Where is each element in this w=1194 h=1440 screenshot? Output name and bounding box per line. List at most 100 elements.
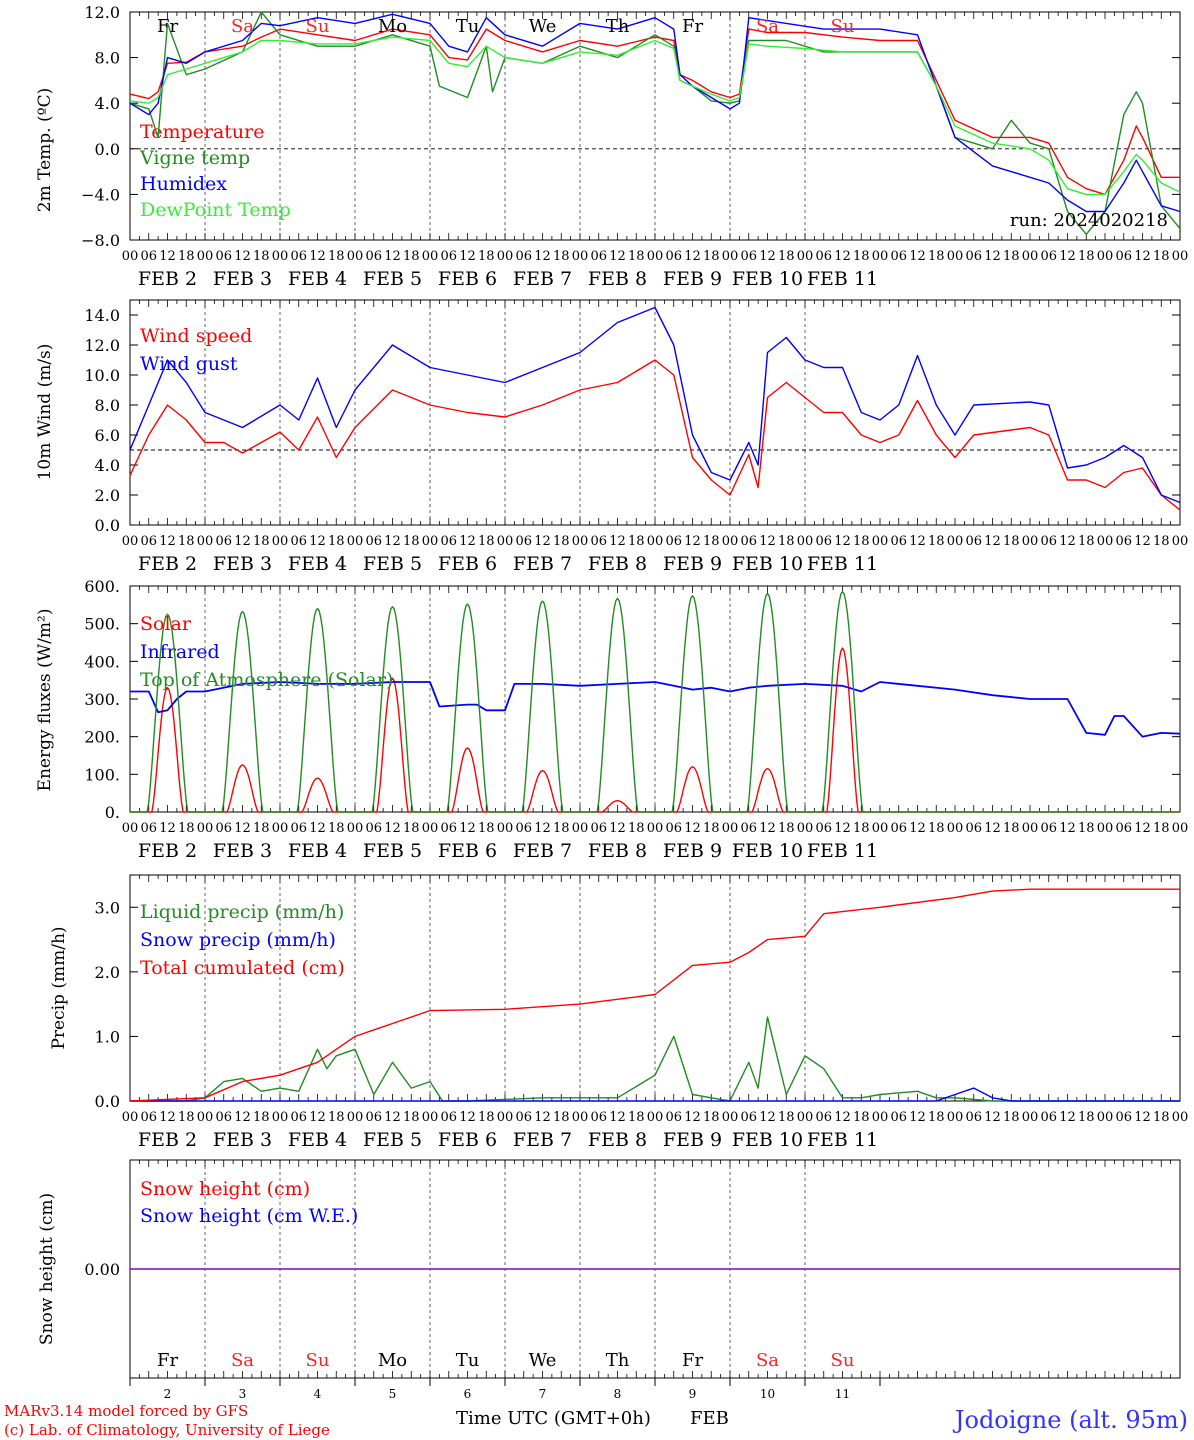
hour-label: 00 xyxy=(797,534,814,549)
hour-label: 18 xyxy=(403,821,420,836)
date-label: FEB 8 xyxy=(588,553,647,575)
hour-label: 06 xyxy=(815,534,832,549)
legend-label: Liquid precip (mm/h) xyxy=(140,901,344,923)
legend-label: Wind gust xyxy=(140,353,238,375)
y-tick-label: 8.0 xyxy=(95,396,120,415)
hour-label: 06 xyxy=(1115,534,1132,549)
hour-label: 06 xyxy=(365,249,382,264)
hour-label: 06 xyxy=(290,1110,307,1125)
hour-label: 06 xyxy=(440,821,457,836)
day-name: Fr xyxy=(682,16,703,37)
hour-label: 06 xyxy=(515,249,532,264)
legend-label: Total cumulated (cm) xyxy=(140,957,345,979)
date-label: FEB 8 xyxy=(588,268,647,290)
hour-label: 12 xyxy=(1059,821,1076,836)
hour-label: 00 xyxy=(722,249,739,264)
hour-label: 12 xyxy=(759,249,776,264)
y-axis-label: Energy fluxes (W/m²) xyxy=(35,609,55,792)
hour-label: 12 xyxy=(1134,1110,1151,1125)
date-label: FEB 11 xyxy=(807,840,878,862)
date-label: FEB 3 xyxy=(213,268,272,290)
hour-label: 06 xyxy=(1040,249,1057,264)
hour-label: 12 xyxy=(309,821,326,836)
day-name: Th xyxy=(606,1350,630,1371)
hour-label: 00 xyxy=(872,249,889,264)
y-tick-label: 300. xyxy=(84,690,120,709)
hour-label: 06 xyxy=(965,821,982,836)
hour-label: 18 xyxy=(853,249,870,264)
hour-label: 18 xyxy=(928,249,945,264)
hour-label: 12 xyxy=(984,249,1001,264)
footer-credit: (c) Lab. of Climatology, University of L… xyxy=(4,1421,330,1439)
hour-label: 12 xyxy=(1059,249,1076,264)
hour-label: 12 xyxy=(159,249,176,264)
hour-label: 18 xyxy=(328,1110,345,1125)
hour-label: 06 xyxy=(515,821,532,836)
y-axis-label: 2m Temp. (ºC) xyxy=(35,88,55,213)
hour-label: 06 xyxy=(1115,1110,1132,1125)
hour-label: 00 xyxy=(1097,821,1114,836)
hour-label: 18 xyxy=(703,821,720,836)
hour-label: 18 xyxy=(628,534,645,549)
date-label: FEB 7 xyxy=(513,840,572,862)
y-tick-label: 12.0 xyxy=(84,3,120,22)
hour-label: 00 xyxy=(722,534,739,549)
date-label: FEB 9 xyxy=(663,840,722,862)
hour-label: 06 xyxy=(890,249,907,264)
hour-label: 18 xyxy=(1153,821,1170,836)
series-line xyxy=(130,590,1180,813)
hour-label: 18 xyxy=(928,821,945,836)
hour-label: 12 xyxy=(909,249,926,264)
hour-label: 12 xyxy=(459,821,476,836)
series-line xyxy=(129,888,1180,1102)
hour-label: 06 xyxy=(215,1110,232,1125)
hour-label: 00 xyxy=(1022,821,1039,836)
footer-model: MARv3.14 model forced by GFS xyxy=(4,1402,248,1420)
hour-label: 00 xyxy=(1172,534,1189,549)
hour-label: 12 xyxy=(609,249,626,264)
hour-label: 12 xyxy=(459,534,476,549)
hour-label: 06 xyxy=(965,249,982,264)
date-label: FEB 4 xyxy=(288,840,347,862)
hour-label: 06 xyxy=(665,821,682,836)
hour-label: 06 xyxy=(815,821,832,836)
hour-label: 06 xyxy=(1115,821,1132,836)
y-tick-label: 1.0 xyxy=(95,1027,120,1046)
series-line xyxy=(130,1087,1180,1102)
hour-label: 00 xyxy=(1097,534,1114,549)
panel-1: 12.0 8.0 4.0 0.0 −4.0 −8.0 2m Temp. (ºC) Temper… xyxy=(35,3,1188,290)
day-number: 3 xyxy=(239,1387,247,1401)
hour-label: 00 xyxy=(197,249,214,264)
date-label: FEB 9 xyxy=(663,268,722,290)
hour-label: 00 xyxy=(647,1110,664,1125)
legend-label: Vigne temp xyxy=(139,147,250,169)
hour-label: 18 xyxy=(253,1110,270,1125)
hour-label: 00 xyxy=(197,1110,214,1125)
hour-label: 06 xyxy=(590,821,607,836)
hour-label: 00 xyxy=(722,1110,739,1125)
hour-label: 06 xyxy=(1040,821,1057,836)
hour-label: 12 xyxy=(234,821,251,836)
hour-label: 18 xyxy=(553,821,570,836)
hour-label: 12 xyxy=(1134,821,1151,836)
hour-label: 18 xyxy=(1078,821,1095,836)
hour-label: 00 xyxy=(947,1110,964,1125)
day-name: Sa xyxy=(756,16,779,37)
hour-label: 00 xyxy=(797,1110,814,1125)
hour-label: 00 xyxy=(122,1110,139,1125)
date-label: FEB 11 xyxy=(807,553,878,575)
hour-label: 00 xyxy=(272,1110,289,1125)
day-number: 6 xyxy=(464,1387,472,1401)
date-label: FEB 6 xyxy=(438,840,497,862)
hour-label: 00 xyxy=(497,821,514,836)
hour-label: 06 xyxy=(140,534,157,549)
hour-label: 00 xyxy=(497,249,514,264)
hour-label: 00 xyxy=(1022,1110,1039,1125)
hour-label: 12 xyxy=(909,821,926,836)
day-number: 4 xyxy=(314,1387,322,1401)
hour-label: 12 xyxy=(1059,1110,1076,1125)
hour-label: 18 xyxy=(1153,1110,1170,1125)
y-tick-label: 0. xyxy=(105,803,120,822)
day-name: Fr xyxy=(682,1350,703,1371)
legend-label: Solar xyxy=(140,613,192,635)
